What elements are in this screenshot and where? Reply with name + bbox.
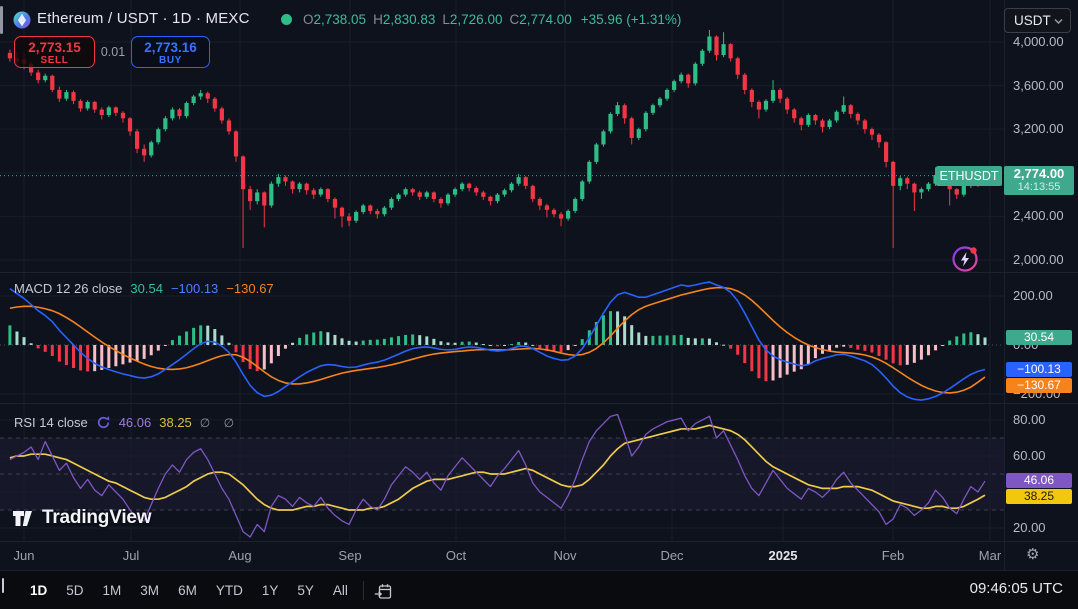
currency-dropdown[interactable]: USDT (1004, 8, 1071, 33)
sell-button[interactable]: 2,773.15 SELL (14, 36, 95, 68)
date-range-buttons: 1D 5D 1M 3M 6M YTD 1Y 5Y All (22, 579, 359, 602)
refresh-icon[interactable] (96, 415, 111, 430)
rsi-ma-value: 38.25 (159, 415, 192, 430)
last-price-symbol-tag: ETHUSDT (936, 166, 1002, 186)
market-status-dot[interactable] (281, 14, 292, 25)
time-axis-label[interactable]: Feb (881, 548, 905, 563)
axis-label: 60.00 (1013, 447, 1046, 463)
axis-label: 2,400.00 (1013, 208, 1064, 224)
rsi-title: RSI 14 close (14, 415, 88, 430)
ohlc-item: C2,774.00 (509, 12, 572, 27)
buy-price: 2,773.16 (144, 40, 197, 55)
macd-line-value: −100.13 (170, 281, 219, 296)
buy-label: BUY (159, 55, 182, 66)
macd-signal-tag: −130.67 (1006, 378, 1072, 393)
rsi-line-tag: 46.06 (1006, 473, 1072, 488)
range-button-1y[interactable]: 1Y (261, 582, 279, 598)
range-button-6m[interactable]: 6M (178, 582, 197, 598)
range-button-1d[interactable]: 1D (30, 582, 48, 598)
rsi-legend[interactable]: RSI 14 close 46.06 38.25 ∅ ∅ (14, 415, 239, 430)
pane-divider[interactable] (0, 403, 1078, 404)
axis-label: 4,000.00 (1013, 33, 1064, 49)
session-clock[interactable]: 09:46:05 UTC (969, 580, 1063, 597)
lightning-icon (961, 252, 969, 267)
pane-divider[interactable] (0, 272, 1078, 273)
scrollbar-hint[interactable] (2, 578, 4, 593)
axis-label: 80.00 (1013, 411, 1046, 427)
tradingview-logo[interactable]: TradingView (12, 507, 152, 529)
calendar-icon (374, 583, 392, 599)
time-axis-label[interactable]: Nov (553, 548, 577, 563)
macd-line-tag: −100.13 (1006, 362, 1072, 377)
ohlc-item: L2,726.00 (442, 12, 503, 27)
axis-label: 3,200.00 (1013, 121, 1064, 137)
price-axis-divider (1004, 0, 1005, 570)
time-axis[interactable]: Jun Jul Aug Sep Oct Nov Dec 2025 Feb Mar ⚙ (0, 541, 1078, 570)
time-axis-label[interactable]: Aug (228, 548, 252, 563)
time-axis-label[interactable]: 2025 (768, 548, 798, 563)
macd-hist-value: 30.54 (130, 281, 163, 296)
time-axis-label[interactable]: Jul (122, 548, 140, 563)
price-change: +35.96 (+1.31%) (580, 12, 682, 27)
axis-label: 3,600.00 (1013, 77, 1064, 93)
last-price-value: 2,774.00 (1013, 166, 1065, 181)
ohlc-item: H2,830.83 (373, 12, 436, 27)
last-price-tag: 2,774.00 14:13:55 (1004, 166, 1074, 195)
currency-label: USDT (1014, 13, 1051, 28)
macd-signal-value: −130.67 (226, 281, 274, 296)
toolbar-divider (362, 580, 364, 600)
rsi-value: 46.06 (118, 415, 152, 430)
alert-badge-dot (970, 247, 977, 254)
macd-legend[interactable]: MACD 12 26 close 30.54 −100.13 −130.67 (14, 281, 274, 296)
time-axis-label[interactable]: Mar (978, 548, 1002, 563)
ohlc-item: O2,738.05 (303, 12, 367, 27)
ohlc-values: O2,738.05 H2,830.83 L2,726.00 C2,774.00 +35.… (303, 12, 681, 27)
gear-icon[interactable]: ⚙ (1026, 546, 1040, 563)
chevron-down-icon (1054, 18, 1063, 24)
sell-price: 2,773.15 (28, 40, 81, 55)
time-axis-label[interactable]: Oct (445, 548, 467, 563)
buy-button[interactable]: 2,773.16 BUY (131, 36, 210, 68)
chart-header: Ethereum / USDT · 1D · MEXC O2,738.05 H2,… (0, 0, 1078, 40)
rsi-ma-tag: 38.25 (1006, 489, 1072, 504)
bar-countdown: 14:13:55 (1017, 181, 1061, 193)
pane-divider (0, 541, 1078, 542)
range-button-ytd[interactable]: YTD (215, 582, 243, 598)
axis-label: 20.00 (1013, 520, 1046, 536)
bottom-toolbar: 1D 5D 1M 3M 6M YTD 1Y 5Y All 09:46:05 UTC (0, 570, 1078, 609)
range-button-all[interactable]: All (332, 582, 348, 598)
quick-alert-button[interactable] (950, 244, 980, 274)
symbol-title[interactable]: Ethereum / USDT · 1D · MEXC (37, 10, 250, 27)
time-axis-label[interactable]: Dec (660, 548, 684, 563)
spread-value: 0.01 (100, 45, 126, 59)
range-button-3m[interactable]: 3M (140, 582, 160, 598)
ethereum-logo-icon (13, 11, 31, 29)
macd-hist-tag: 30.54 (1006, 330, 1072, 345)
time-axis-label[interactable]: Sep (338, 548, 362, 563)
macd-chart-canvas[interactable] (0, 272, 1004, 403)
scrollbar-hint[interactable] (0, 6, 3, 34)
rsi-empty-values: ∅ ∅ (199, 415, 240, 430)
range-button-1m[interactable]: 1M (102, 582, 122, 598)
tradingview-logo-icon (13, 510, 32, 526)
rsi-chart-canvas[interactable] (0, 403, 1004, 541)
sell-label: SELL (40, 55, 69, 66)
tradingview-logo-text: TradingView (42, 507, 152, 528)
macd-title: MACD 12 26 close (14, 281, 123, 296)
axis-label: 2,000.00 (1013, 252, 1064, 267)
axis-label: 200.00 (1013, 287, 1053, 303)
range-button-5d[interactable]: 5D (66, 582, 84, 598)
time-axis-label[interactable]: Jun (13, 548, 35, 563)
range-button-5y[interactable]: 5Y (297, 582, 314, 598)
go-to-date-button[interactable] (374, 583, 393, 600)
